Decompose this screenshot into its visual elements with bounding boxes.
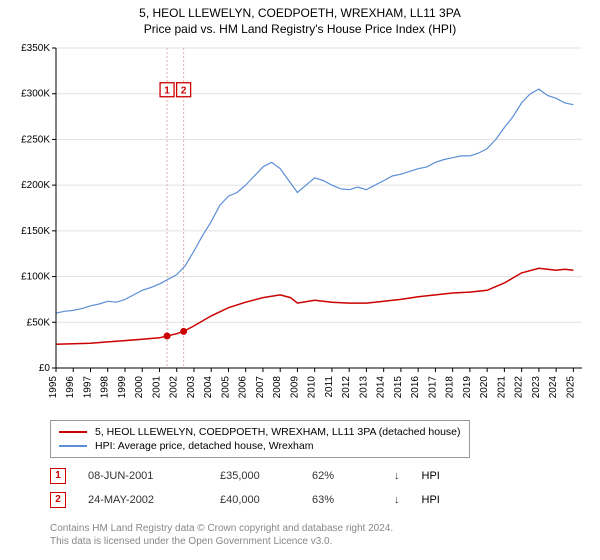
svg-text:2004: 2004 bbox=[203, 376, 214, 399]
svg-text:2009: 2009 bbox=[289, 376, 300, 399]
footer-line: This data is licensed under the Open Gov… bbox=[50, 535, 393, 548]
svg-text:2018: 2018 bbox=[445, 376, 456, 399]
svg-text:1: 1 bbox=[164, 86, 170, 97]
title-address: 5, HEOL LLEWELYN, COEDPOETH, WREXHAM, LL… bbox=[0, 6, 600, 20]
price-chart: £0 £50K £100K £150K £200K £250K £300K £350K 1995… bbox=[10, 42, 590, 412]
sale-pct: 62% bbox=[312, 470, 372, 482]
svg-text:2016: 2016 bbox=[410, 376, 421, 399]
sale-cmp: HPI bbox=[422, 470, 440, 482]
svg-text:2019: 2019 bbox=[462, 376, 473, 399]
legend-row: HPI: Average price, detached house, Wrex… bbox=[59, 439, 461, 453]
svg-text:1997: 1997 bbox=[82, 376, 93, 399]
svg-text:2007: 2007 bbox=[255, 376, 266, 399]
legend-swatch bbox=[59, 445, 87, 447]
svg-text:2000: 2000 bbox=[134, 376, 145, 399]
svg-text:2024: 2024 bbox=[548, 376, 559, 399]
svg-text:£200K: £200K bbox=[21, 180, 50, 191]
svg-text:2023: 2023 bbox=[531, 376, 542, 399]
title-subtitle: Price paid vs. HM Land Registry's House … bbox=[0, 22, 600, 36]
footer-line: Contains HM Land Registry data © Crown c… bbox=[50, 522, 393, 535]
svg-text:1999: 1999 bbox=[117, 376, 128, 399]
sale-row: 2 24-MAY-2002 £40,000 63% ↓ HPI bbox=[50, 488, 440, 512]
svg-text:£300K: £300K bbox=[21, 89, 50, 100]
sale-date: 24-MAY-2002 bbox=[88, 494, 198, 506]
sale-marker-box: 1 bbox=[50, 468, 66, 484]
sale-pct: 63% bbox=[312, 494, 372, 506]
svg-text:2015: 2015 bbox=[393, 376, 404, 399]
legend-label: HPI: Average price, detached house, Wrex… bbox=[95, 440, 314, 452]
svg-text:2: 2 bbox=[181, 86, 187, 97]
svg-text:1995: 1995 bbox=[48, 376, 59, 399]
svg-text:£350K: £350K bbox=[21, 43, 50, 54]
legend-label: 5, HEOL LLEWELYN, COEDPOETH, WREXHAM, LL… bbox=[95, 426, 461, 438]
svg-text:2020: 2020 bbox=[479, 376, 490, 399]
svg-text:£150K: £150K bbox=[21, 226, 50, 237]
svg-text:2003: 2003 bbox=[186, 376, 197, 399]
sale-row: 1 08-JUN-2001 £35,000 62% ↓ HPI bbox=[50, 464, 440, 488]
svg-text:2002: 2002 bbox=[169, 376, 180, 399]
svg-text:2008: 2008 bbox=[272, 376, 283, 399]
svg-text:2012: 2012 bbox=[341, 376, 352, 399]
svg-text:£250K: £250K bbox=[21, 134, 50, 145]
svg-text:£50K: £50K bbox=[27, 317, 51, 328]
legend-swatch bbox=[59, 431, 87, 433]
svg-text:2014: 2014 bbox=[376, 376, 387, 399]
svg-text:£0: £0 bbox=[39, 363, 51, 374]
sale-price: £35,000 bbox=[220, 470, 290, 482]
sale-arrow: ↓ bbox=[394, 470, 400, 482]
svg-text:2021: 2021 bbox=[496, 376, 507, 399]
svg-text:1996: 1996 bbox=[65, 376, 76, 399]
svg-text:2022: 2022 bbox=[514, 376, 525, 399]
chart-titles: 5, HEOL LLEWELYN, COEDPOETH, WREXHAM, LL… bbox=[0, 0, 600, 36]
sale-date: 08-JUN-2001 bbox=[88, 470, 198, 482]
svg-text:2005: 2005 bbox=[220, 376, 231, 399]
svg-text:1998: 1998 bbox=[100, 376, 111, 399]
footer-attribution: Contains HM Land Registry data © Crown c… bbox=[50, 522, 393, 548]
svg-text:2010: 2010 bbox=[307, 376, 318, 399]
svg-text:£100K: £100K bbox=[21, 272, 50, 283]
sale-marker-box: 2 bbox=[50, 492, 66, 508]
legend: 5, HEOL LLEWELYN, COEDPOETH, WREXHAM, LL… bbox=[50, 420, 470, 458]
svg-text:2025: 2025 bbox=[565, 376, 576, 399]
svg-text:2006: 2006 bbox=[238, 376, 249, 399]
chart-area: £0 £50K £100K £150K £200K £250K £300K £350K 1995… bbox=[10, 42, 590, 412]
svg-text:2017: 2017 bbox=[427, 376, 438, 399]
legend-row: 5, HEOL LLEWELYN, COEDPOETH, WREXHAM, LL… bbox=[59, 425, 461, 439]
sale-price: £40,000 bbox=[220, 494, 290, 506]
svg-text:2011: 2011 bbox=[324, 376, 335, 398]
svg-text:2013: 2013 bbox=[358, 376, 369, 399]
sales-list: 1 08-JUN-2001 £35,000 62% ↓ HPI 2 24-MAY… bbox=[50, 464, 440, 512]
sale-arrow: ↓ bbox=[394, 494, 400, 506]
svg-text:2001: 2001 bbox=[151, 376, 162, 399]
sale-cmp: HPI bbox=[422, 494, 440, 506]
